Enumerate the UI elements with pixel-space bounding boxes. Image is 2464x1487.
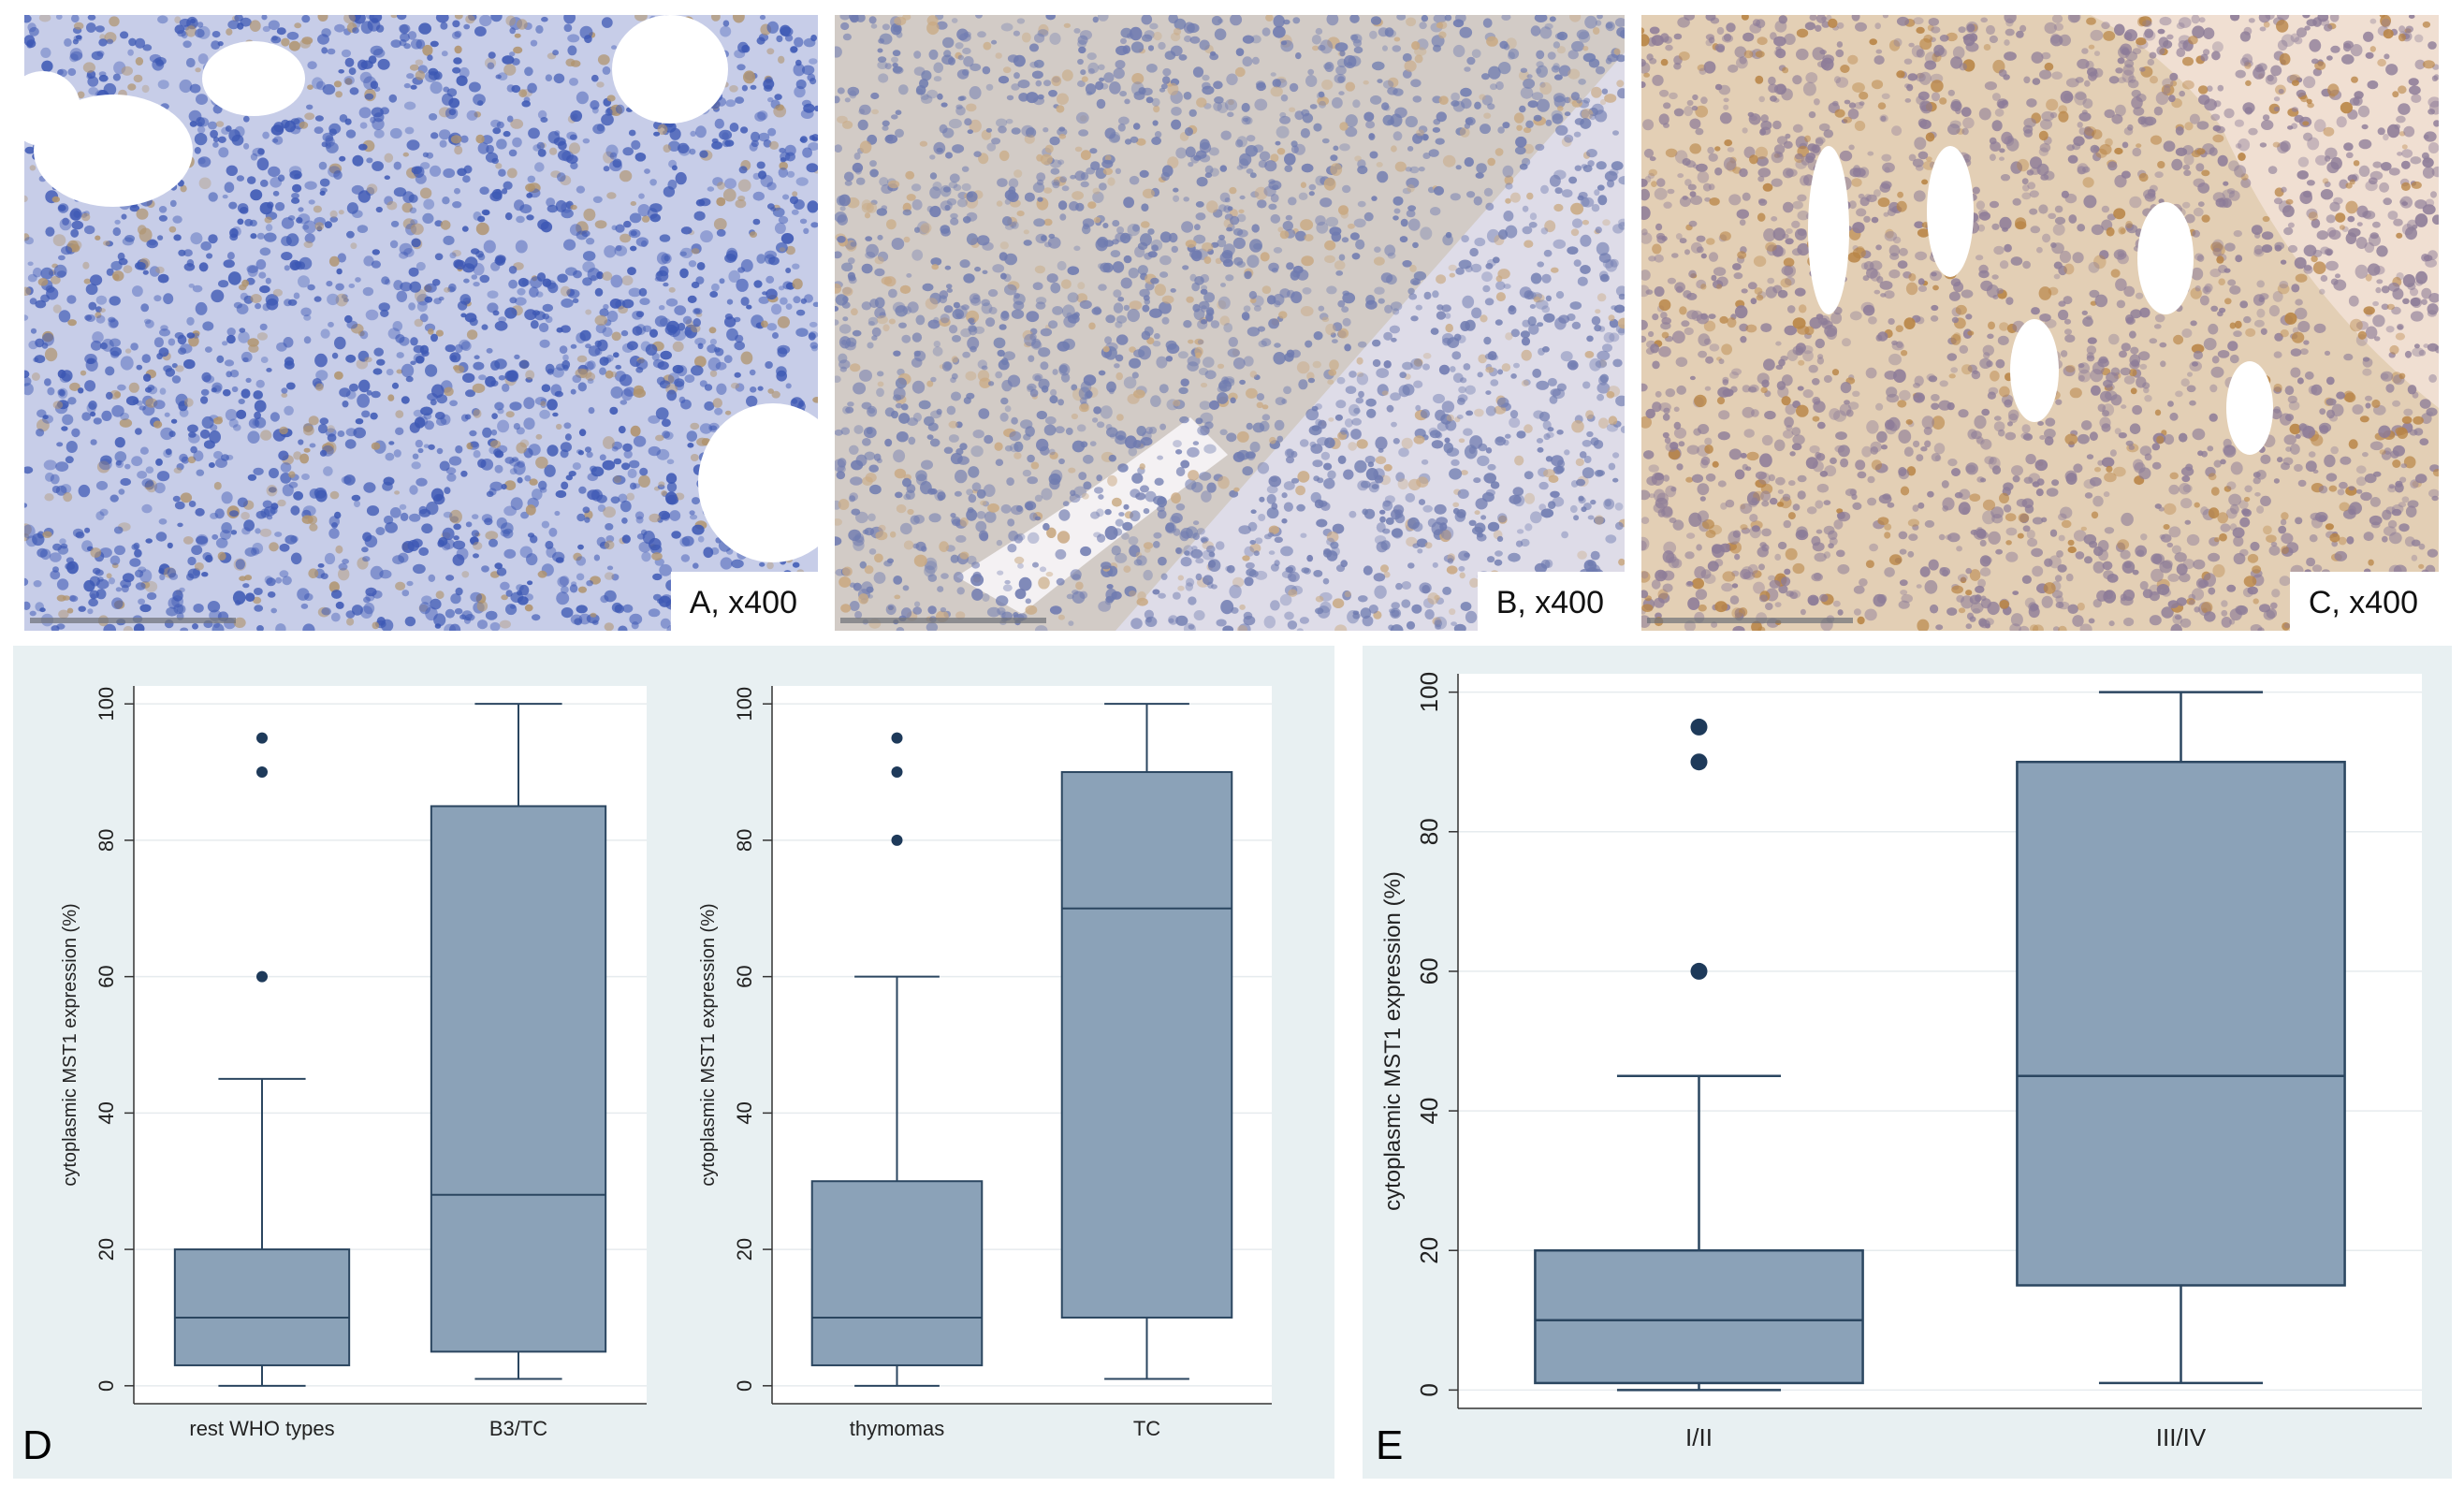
chart-panel-d-left: 0 20 40 60 80 100 cytoplasmic MST1 expression … bbox=[60, 686, 647, 1440]
outlier-point bbox=[1690, 753, 1708, 771]
tissue-gap bbox=[1808, 146, 1849, 314]
cell-nuclei bbox=[835, 15, 1625, 631]
x-tick-label: rest WHO types bbox=[189, 1417, 334, 1440]
x-tick-label: B3/TC bbox=[489, 1417, 547, 1440]
tissue-gap bbox=[698, 403, 818, 562]
chart-panel-e: 0 20 40 60 80 100 cytoplasmic MST1 expression … bbox=[1380, 672, 2422, 1451]
box-1 bbox=[430, 805, 607, 1353]
x-tick-label: thymomas bbox=[850, 1417, 944, 1440]
tissue-gap bbox=[1927, 146, 1974, 277]
tissue-gap bbox=[24, 71, 80, 146]
tissue-gap bbox=[612, 15, 728, 124]
box-1 bbox=[2016, 760, 2346, 1287]
outlier-point bbox=[891, 766, 903, 779]
x-tick-label: III/IV bbox=[2156, 1423, 2207, 1451]
micrograph-a: A, x400 bbox=[24, 15, 818, 631]
y-tick-label: 100 bbox=[733, 687, 756, 722]
x-tick-label: TC bbox=[1133, 1417, 1160, 1440]
y-tick-label: 100 bbox=[1415, 672, 1443, 712]
y-tick-label: 60 bbox=[1415, 957, 1443, 984]
y-tick-label: 40 bbox=[95, 1101, 118, 1124]
y-tick-label: 0 bbox=[1415, 1383, 1443, 1396]
micrograph-a-image bbox=[24, 15, 818, 631]
micrograph-b-label: B, x400 bbox=[1477, 572, 1625, 631]
y-tick-label: 20 bbox=[733, 1238, 756, 1261]
box-1 bbox=[1060, 771, 1233, 1319]
y-tick-label: 0 bbox=[733, 1380, 756, 1392]
micrograph-c: C, x400 bbox=[1641, 15, 2439, 631]
micrograph-a-label: A, x400 bbox=[670, 572, 818, 631]
scale-bar bbox=[1647, 618, 1853, 623]
scale-bar bbox=[30, 618, 236, 623]
y-axis-label: cytoplasmic MST1 expression (%) bbox=[60, 903, 80, 1186]
tissue-gap bbox=[2226, 361, 2273, 455]
outlier-point bbox=[1690, 718, 1708, 736]
chart-panel-d-right: 0 20 40 60 80 100 cytoplasmic MST1 expression … bbox=[698, 686, 1272, 1440]
micrograph-b-image bbox=[835, 15, 1625, 631]
y-tick-label: 20 bbox=[95, 1238, 118, 1261]
y-axis-label: cytoplasmic MST1 expression (%) bbox=[1380, 871, 1406, 1211]
y-tick-label: 60 bbox=[733, 965, 756, 987]
micrograph-c-label: C, x400 bbox=[2289, 572, 2439, 631]
y-axis-label: cytoplasmic MST1 expression (%) bbox=[698, 903, 719, 1186]
outlier-point bbox=[256, 970, 268, 983]
outlier-point bbox=[891, 834, 903, 846]
y-tick-label: 0 bbox=[95, 1380, 118, 1392]
box-0 bbox=[1534, 1248, 1864, 1385]
tissue-gap bbox=[2010, 319, 2059, 422]
micrograph-b: B, x400 bbox=[835, 15, 1625, 631]
outlier-point bbox=[256, 766, 268, 779]
outlier-point bbox=[891, 732, 903, 744]
outlier-point bbox=[256, 732, 268, 744]
y-tick-label: 80 bbox=[733, 829, 756, 852]
tissue-gap bbox=[2137, 202, 2194, 314]
y-tick-label: 80 bbox=[1415, 818, 1443, 845]
box-0 bbox=[173, 1248, 351, 1366]
outlier-point bbox=[1690, 962, 1708, 980]
y-tick-label: 40 bbox=[1415, 1098, 1443, 1125]
y-tick-label: 20 bbox=[1415, 1237, 1443, 1264]
panel-label-d: D bbox=[22, 1422, 52, 1468]
y-tick-label: 80 bbox=[95, 829, 118, 852]
scale-bar bbox=[840, 618, 1046, 623]
tissue-gap bbox=[202, 41, 305, 116]
y-tick-label: 60 bbox=[95, 965, 118, 987]
box-0 bbox=[810, 1180, 984, 1366]
cell-nuclei bbox=[1641, 15, 2439, 631]
micrograph-c-image bbox=[1641, 15, 2439, 631]
y-tick-label: 40 bbox=[733, 1101, 756, 1124]
y-tick-label: 100 bbox=[95, 687, 118, 722]
panel-label-e: E bbox=[1376, 1422, 1404, 1468]
x-tick-label: I/II bbox=[1685, 1423, 1713, 1451]
